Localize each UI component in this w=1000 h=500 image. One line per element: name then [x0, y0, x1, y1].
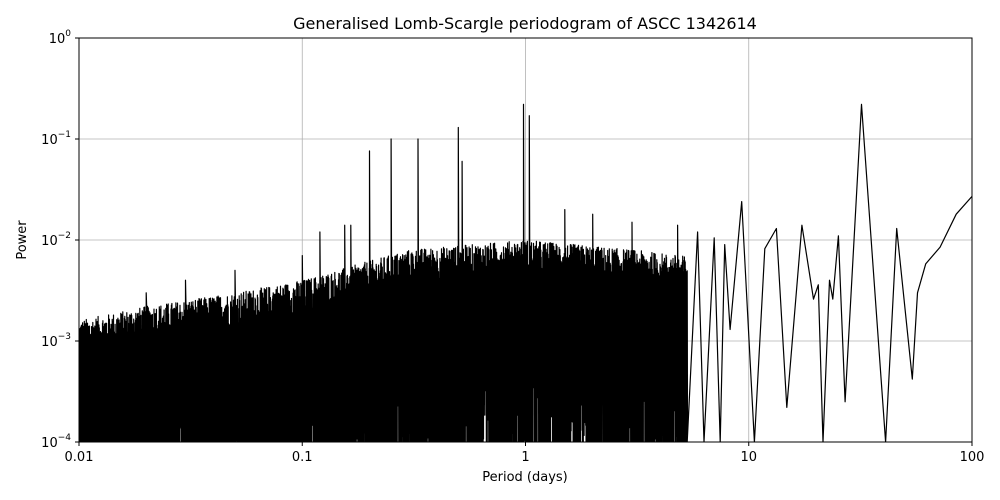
y-tick-label: 100 — [49, 29, 72, 47]
x-axis-label: Period (days) — [482, 470, 568, 485]
x-axis-ticks: 0.01 0.1 1 10 100 — [65, 442, 985, 465]
y-tick-label: 10−1 — [41, 130, 71, 148]
x-tick-label: 0.01 — [65, 450, 94, 465]
y-tick-label: 10−3 — [41, 332, 71, 350]
x-tick-label: 10 — [740, 450, 757, 465]
periodogram-series-line — [79, 103, 972, 442]
plot-area — [79, 103, 972, 442]
y-axis-label: Power — [15, 220, 30, 260]
x-tick-label: 100 — [960, 450, 985, 465]
x-tick-label: 0.1 — [292, 450, 313, 465]
y-tick-label: 10−2 — [41, 231, 71, 249]
x-tick-label: 1 — [521, 450, 529, 465]
y-axis-ticks: 10−4 10−3 10−2 10−1 100 — [41, 29, 79, 451]
y-tick-label: 10−4 — [41, 433, 71, 451]
chart-title: Generalised Lomb-Scargle periodogram of … — [293, 14, 757, 33]
